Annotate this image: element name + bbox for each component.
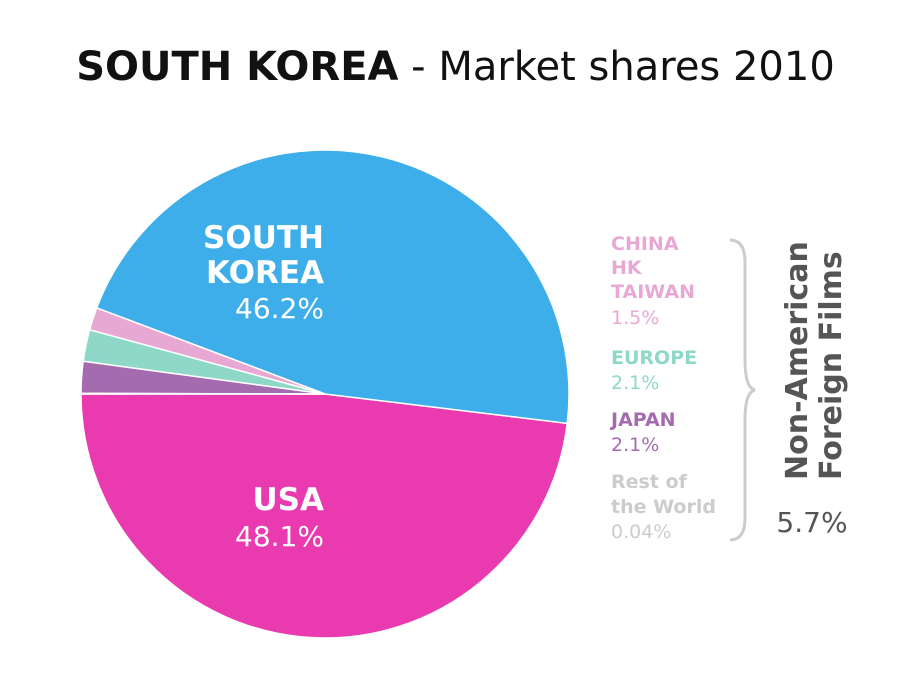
side-pct-japan: 2.1% <box>611 434 659 456</box>
side-label-europe: EUROPE <box>611 347 697 369</box>
group-label-line1: Non-American <box>780 241 815 480</box>
slice-label-south-korea-line2: KOREA <box>206 255 324 291</box>
side-label-china-line2: HK <box>611 257 643 279</box>
pie-slice-south-korea <box>95 149 570 425</box>
pie-slice-rest-of-the-world <box>80 392 326 395</box>
group-label-line2: Foreign Films <box>814 251 849 480</box>
side-label-rest-line2: the World <box>611 496 716 518</box>
slice-pct-usa: 48.1% <box>235 520 324 553</box>
group-label-2: Foreign Films <box>814 251 849 480</box>
chart-title-rest: - Market shares 2010 <box>398 44 835 90</box>
side-pct-rest: 0.04% <box>611 521 671 543</box>
pie-slices <box>80 149 570 639</box>
group-brace <box>729 238 756 542</box>
side-pct-europe: 2.1% <box>611 372 659 394</box>
side-label-japan: JAPAN <box>609 409 676 431</box>
side-label-rest-line1: Rest of <box>611 471 688 493</box>
chart-title: SOUTH KOREA - Market shares 2010 <box>0 44 911 90</box>
chart-title-country: SOUTH KOREA <box>76 44 399 90</box>
side-label-china-line1: CHINA <box>611 233 679 255</box>
slice-label-south-korea-line1: SOUTH <box>203 220 324 256</box>
side-label-china-line3: TAIWAN <box>611 281 695 303</box>
slice-pct-south-korea: 46.2% <box>235 292 324 325</box>
group-label: Non-American <box>780 241 815 480</box>
pie-slice-usa <box>80 393 569 639</box>
side-pct-china: 1.5% <box>611 307 659 329</box>
slice-label-usa: USA <box>253 482 325 518</box>
group-total: 5.7% <box>776 506 847 539</box>
